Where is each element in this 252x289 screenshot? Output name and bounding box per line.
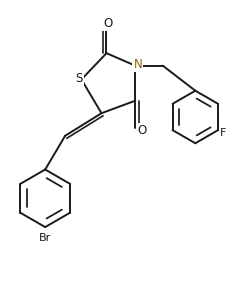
Text: Br: Br — [39, 233, 51, 243]
Text: O: O — [136, 124, 146, 137]
Text: F: F — [219, 128, 226, 138]
Text: N: N — [133, 58, 142, 71]
Text: S: S — [75, 72, 82, 85]
Text: O: O — [103, 17, 112, 30]
